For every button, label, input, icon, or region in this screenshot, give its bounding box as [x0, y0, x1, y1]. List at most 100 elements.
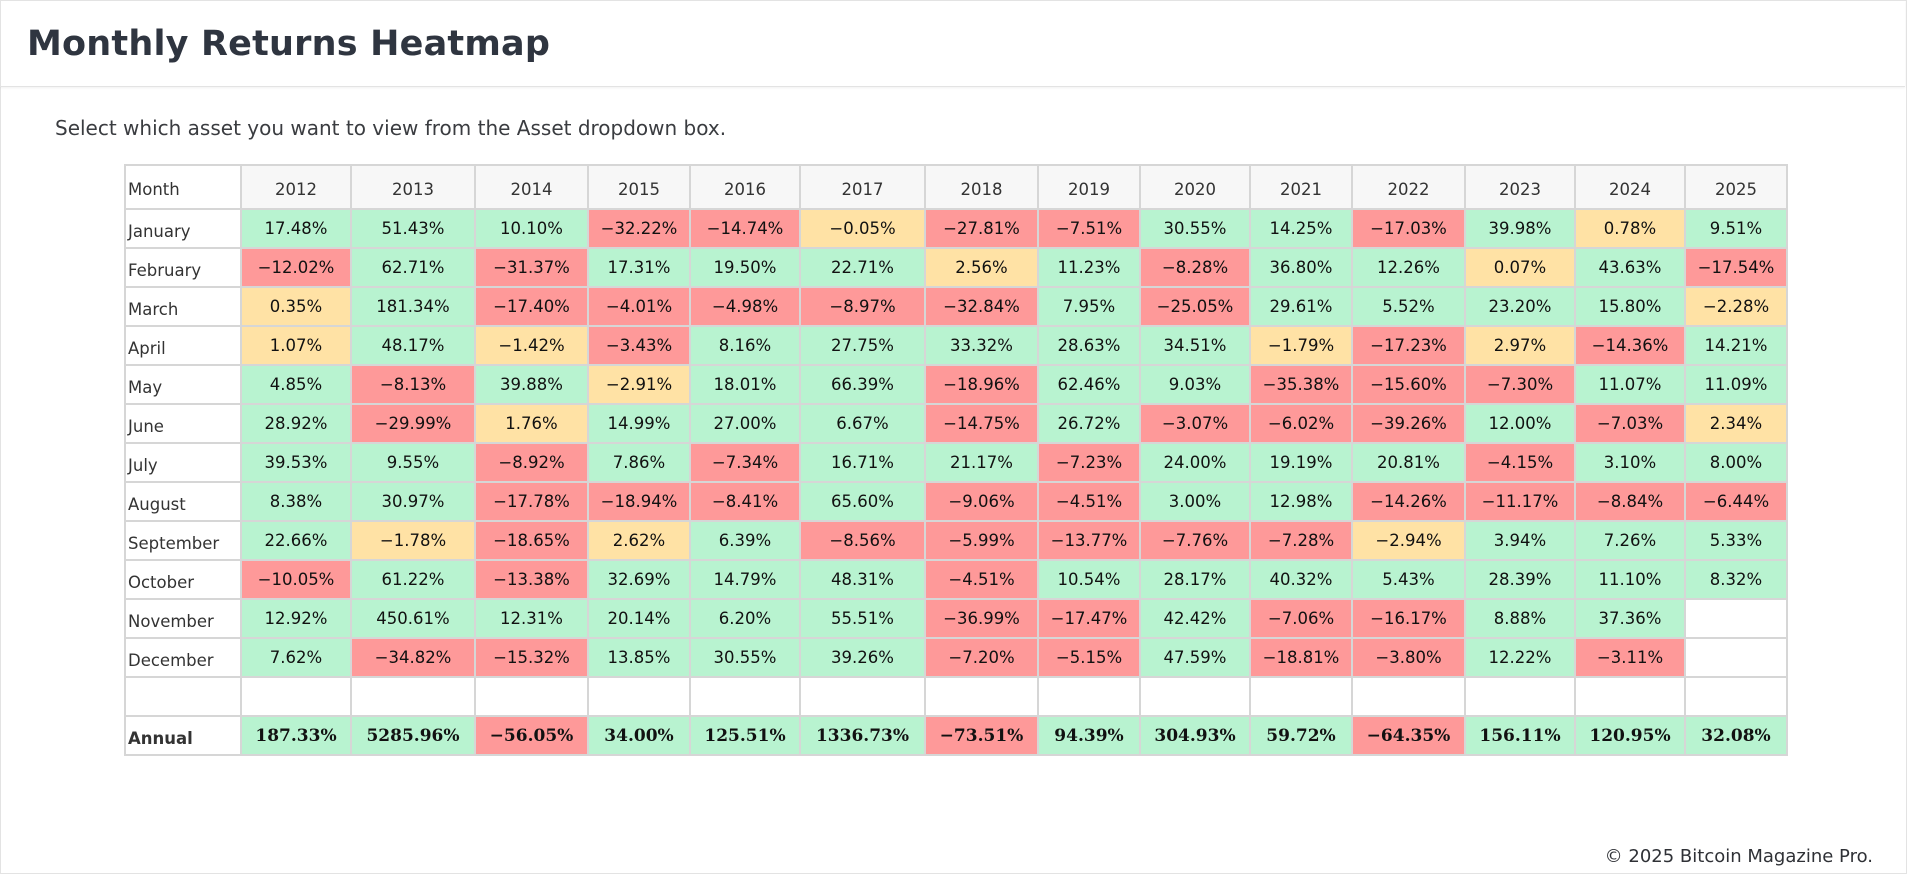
heatmap-cell-june-2012: 28.92% — [240, 403, 352, 444]
heatmap-cell-june-2019: 26.72% — [1037, 403, 1141, 444]
heatmap-cell-april-2017: 27.75% — [799, 325, 926, 366]
heatmap-cell-august-2015: −18.94% — [587, 481, 691, 522]
heatmap-cell-august-2021: 12.98% — [1249, 481, 1353, 522]
year-header-row: Month 2012 2013 2014 2015 2016 2017 2018 2019 20… — [124, 164, 1788, 210]
heatmap-cell-february-2016: 19.50% — [689, 247, 801, 288]
heatmap-cell-september-2015: 2.62% — [587, 520, 691, 561]
heatmap-cell-september-2022: −2.94% — [1351, 520, 1466, 561]
heatmap-cell-june-2017: 6.67% — [799, 403, 926, 444]
heatmap-cell-march-2022: 5.52% — [1351, 286, 1466, 327]
heatmap-cell-october-2019: 10.54% — [1037, 559, 1141, 600]
month-label: November — [124, 598, 242, 639]
spacer-cell — [350, 676, 476, 717]
month-row-september: September 22.66% −1.78% −18.65% 2.62% 6.39% −8… — [124, 520, 1788, 561]
heatmap-cell-april-2012: 1.07% — [240, 325, 352, 366]
year-header-2013: 2013 — [350, 164, 476, 210]
annual-cell-2024: 120.95% — [1574, 715, 1686, 756]
heatmap-cell-june-2020: −3.07% — [1139, 403, 1251, 444]
spacer-cell — [1574, 676, 1686, 717]
heatmap-cell-june-2023: 12.00% — [1464, 403, 1576, 444]
heatmap-cell-june-2025: 2.34% — [1684, 403, 1788, 444]
heatmap-cell-january-2016: −14.74% — [689, 208, 801, 249]
heatmap-cell-december-2012: 7.62% — [240, 637, 352, 678]
heatmap-cell-april-2021: −1.79% — [1249, 325, 1353, 366]
heatmap-cell-july-2019: −7.23% — [1037, 442, 1141, 483]
heatmap-cell-august-2014: −17.78% — [474, 481, 589, 522]
spacer-cell — [924, 676, 1039, 717]
spacer-cell — [1464, 676, 1576, 717]
heatmap-cell-may-2014: 39.88% — [474, 364, 589, 405]
month-label: April — [124, 325, 242, 366]
year-header-2022: 2022 — [1351, 164, 1466, 210]
month-label: June — [124, 403, 242, 444]
heatmap-cell-january-2013: 51.43% — [350, 208, 476, 249]
heatmap-cell-march-2023: 23.20% — [1464, 286, 1576, 327]
page-header: Monthly Returns Heatmap — [0, 0, 1905, 87]
heatmap-cell-june-2016: 27.00% — [689, 403, 801, 444]
month-row-november: November 12.92% 450.61% 12.31% 20.14% 6.20% 55… — [124, 598, 1788, 639]
spacer-row — [124, 676, 1788, 717]
heatmap-cell-april-2025: 14.21% — [1684, 325, 1788, 366]
month-label: February — [124, 247, 242, 288]
heatmap-cell-may-2017: 66.39% — [799, 364, 926, 405]
annual-cell-2015: 34.00% — [587, 715, 691, 756]
annual-cell-2021: 59.72% — [1249, 715, 1353, 756]
heatmap-cell-july-2025: 8.00% — [1684, 442, 1788, 483]
month-label: December — [124, 637, 242, 678]
instruction-text: Select which asset you want to view from… — [55, 116, 727, 140]
heatmap-cell-august-2016: −8.41% — [689, 481, 801, 522]
heatmap-cell-march-2020: −25.05% — [1139, 286, 1251, 327]
heatmap-cell-january-2023: 39.98% — [1464, 208, 1576, 249]
heatmap-cell-february-2024: 43.63% — [1574, 247, 1686, 288]
heatmap-cell-february-2022: 12.26% — [1351, 247, 1466, 288]
heatmap-cell-june-2015: 14.99% — [587, 403, 691, 444]
heatmap-cell-september-2016: 6.39% — [689, 520, 801, 561]
heatmap-cell-july-2015: 7.86% — [587, 442, 691, 483]
month-row-may: May 4.85% −8.13% 39.88% −2.91% 18.01% 66.39% −1… — [124, 364, 1788, 405]
spacer-cell — [1037, 676, 1141, 717]
month-row-february: February −12.02% 62.71% −31.37% 17.31% 19.50%… — [124, 247, 1788, 288]
heatmap-cell-july-2013: 9.55% — [350, 442, 476, 483]
heatmap-cell-july-2012: 39.53% — [240, 442, 352, 483]
heatmap-cell-february-2021: 36.80% — [1249, 247, 1353, 288]
annual-cell-2023: 156.11% — [1464, 715, 1576, 756]
annual-label: Annual — [124, 715, 242, 756]
heatmap-cell-january-2024: 0.78% — [1574, 208, 1686, 249]
year-header-2019: 2019 — [1037, 164, 1141, 210]
heatmap-cell-november-2018: −36.99% — [924, 598, 1039, 639]
heatmap-cell-december-2022: −3.80% — [1351, 637, 1466, 678]
heatmap-cell-august-2013: 30.97% — [350, 481, 476, 522]
heatmap-cell-february-2020: −8.28% — [1139, 247, 1251, 288]
heatmap-cell-march-2024: 15.80% — [1574, 286, 1686, 327]
heatmap-cell-december-2017: 39.26% — [799, 637, 926, 678]
page-title: Monthly Returns Heatmap — [27, 24, 551, 64]
heatmap-cell-november-2019: −17.47% — [1037, 598, 1141, 639]
heatmap-cell-march-2012: 0.35% — [240, 286, 352, 327]
annual-cell-2025: 32.08% — [1684, 715, 1788, 756]
heatmap-cell-july-2023: −4.15% — [1464, 442, 1576, 483]
annual-cell-2013: 5285.96% — [350, 715, 476, 756]
heatmap-cell-november-2012: 12.92% — [240, 598, 352, 639]
year-header-2018: 2018 — [924, 164, 1039, 210]
heatmap-cell-january-2015: −32.22% — [587, 208, 691, 249]
heatmap-cell-december-2020: 47.59% — [1139, 637, 1251, 678]
heatmap-cell-february-2019: 11.23% — [1037, 247, 1141, 288]
heatmap-cell-october-2013: 61.22% — [350, 559, 476, 600]
heatmap-cell-march-2013: 181.34% — [350, 286, 476, 327]
month-row-march: March 0.35% 181.34% −17.40% −4.01% −4.98% −8.9… — [124, 286, 1788, 327]
heatmap-cell-january-2017: −0.05% — [799, 208, 926, 249]
annual-cell-2020: 304.93% — [1139, 715, 1251, 756]
month-row-april: April 1.07% 48.17% −1.42% −3.43% 8.16% 27.75% 3… — [124, 325, 1788, 366]
heatmap-cell-january-2018: −27.81% — [924, 208, 1039, 249]
heatmap-cell-may-2020: 9.03% — [1139, 364, 1251, 405]
heatmap-cell-january-2012: 17.48% — [240, 208, 352, 249]
heatmap-cell-december-2025 — [1684, 637, 1788, 678]
annual-cell-2018: −73.51% — [924, 715, 1039, 756]
spacer-cell — [1139, 676, 1251, 717]
heatmap-cell-april-2019: 28.63% — [1037, 325, 1141, 366]
heatmap-cell-may-2021: −35.38% — [1249, 364, 1353, 405]
spacer-cell — [1249, 676, 1353, 717]
heatmap-cell-november-2014: 12.31% — [474, 598, 589, 639]
annual-cell-2022: −64.35% — [1351, 715, 1466, 756]
year-header-2017: 2017 — [799, 164, 926, 210]
